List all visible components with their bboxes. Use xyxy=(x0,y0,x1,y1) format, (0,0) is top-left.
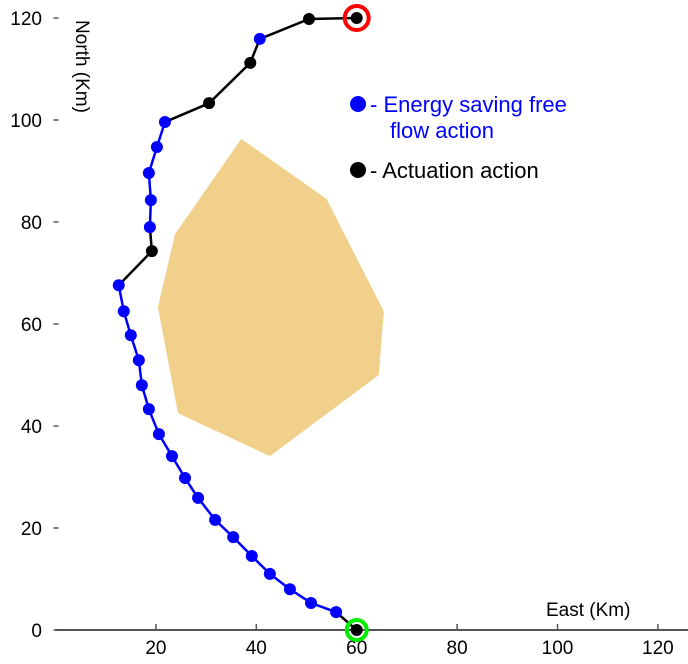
free-flow-point xyxy=(330,606,343,619)
y-axis-label: North (Km) xyxy=(71,20,92,113)
free-flow-point xyxy=(142,167,155,180)
legend-label-free: - Energy saving free xyxy=(370,92,567,117)
y-tick-label: 20 xyxy=(21,519,42,540)
free-flow-point xyxy=(305,596,318,609)
free-flow-point xyxy=(227,531,240,544)
path-segment xyxy=(164,102,210,124)
x-axis-label: East (Km) xyxy=(546,600,630,621)
free-flow-point xyxy=(192,491,205,504)
free-flow-point xyxy=(142,403,155,416)
free-flow-point xyxy=(124,329,137,342)
free-flow-point xyxy=(144,194,157,207)
x-tick-label: 80 xyxy=(447,638,468,659)
goal-marker xyxy=(342,4,371,32)
actuation-point xyxy=(350,12,363,24)
x-tick-label: 100 xyxy=(542,638,574,659)
free-flow-point xyxy=(179,472,192,485)
obstacle-region xyxy=(157,138,384,457)
y-tick-label: 80 xyxy=(21,213,42,234)
legend-label-free-2: flow action xyxy=(390,118,494,143)
free-flow-point xyxy=(158,116,171,129)
free-flow-point xyxy=(245,550,258,563)
x-tick-label: 60 xyxy=(346,638,367,659)
free-flow-point xyxy=(209,513,222,526)
actuation-point xyxy=(350,624,363,636)
y-tick-label: 100 xyxy=(10,111,42,132)
y-tick-label: 60 xyxy=(21,315,42,336)
x-tick-label: 120 xyxy=(642,638,674,659)
free-flow-point xyxy=(132,354,145,367)
x-tick-label: 20 xyxy=(145,638,166,659)
free-flow-point xyxy=(143,221,156,234)
path-segment xyxy=(117,250,153,287)
black-dot-icon xyxy=(350,162,366,178)
y-tick-label: 40 xyxy=(21,417,42,438)
free-flow-point xyxy=(135,379,148,392)
legend-entry-actuation: - Actuation action xyxy=(350,158,539,184)
actuation-point xyxy=(244,56,257,69)
start-marker xyxy=(344,618,369,642)
free-flow-point xyxy=(152,428,165,441)
free-flow-point xyxy=(165,450,178,463)
actuation-point xyxy=(303,13,316,26)
legend-label-actuation: - Actuation action xyxy=(370,158,539,183)
blue-dot-icon xyxy=(350,96,366,112)
y-tick-label: 120 xyxy=(10,9,42,30)
free-flow-point xyxy=(112,279,125,292)
legend-entry-free: - Energy saving free flow action xyxy=(350,92,567,144)
free-flow-point xyxy=(263,567,276,580)
free-flow-point xyxy=(117,305,130,318)
free-flow-point xyxy=(150,141,163,154)
actuation-point xyxy=(145,245,158,258)
free-flow-point xyxy=(283,583,296,596)
y-tick-label: 0 xyxy=(31,621,42,642)
path-segment xyxy=(308,16,357,21)
free-flow-point xyxy=(253,32,266,45)
actuation-point xyxy=(203,97,216,110)
path-segment xyxy=(208,61,252,105)
x-tick-label: 40 xyxy=(246,638,267,659)
path-segment xyxy=(259,17,310,41)
